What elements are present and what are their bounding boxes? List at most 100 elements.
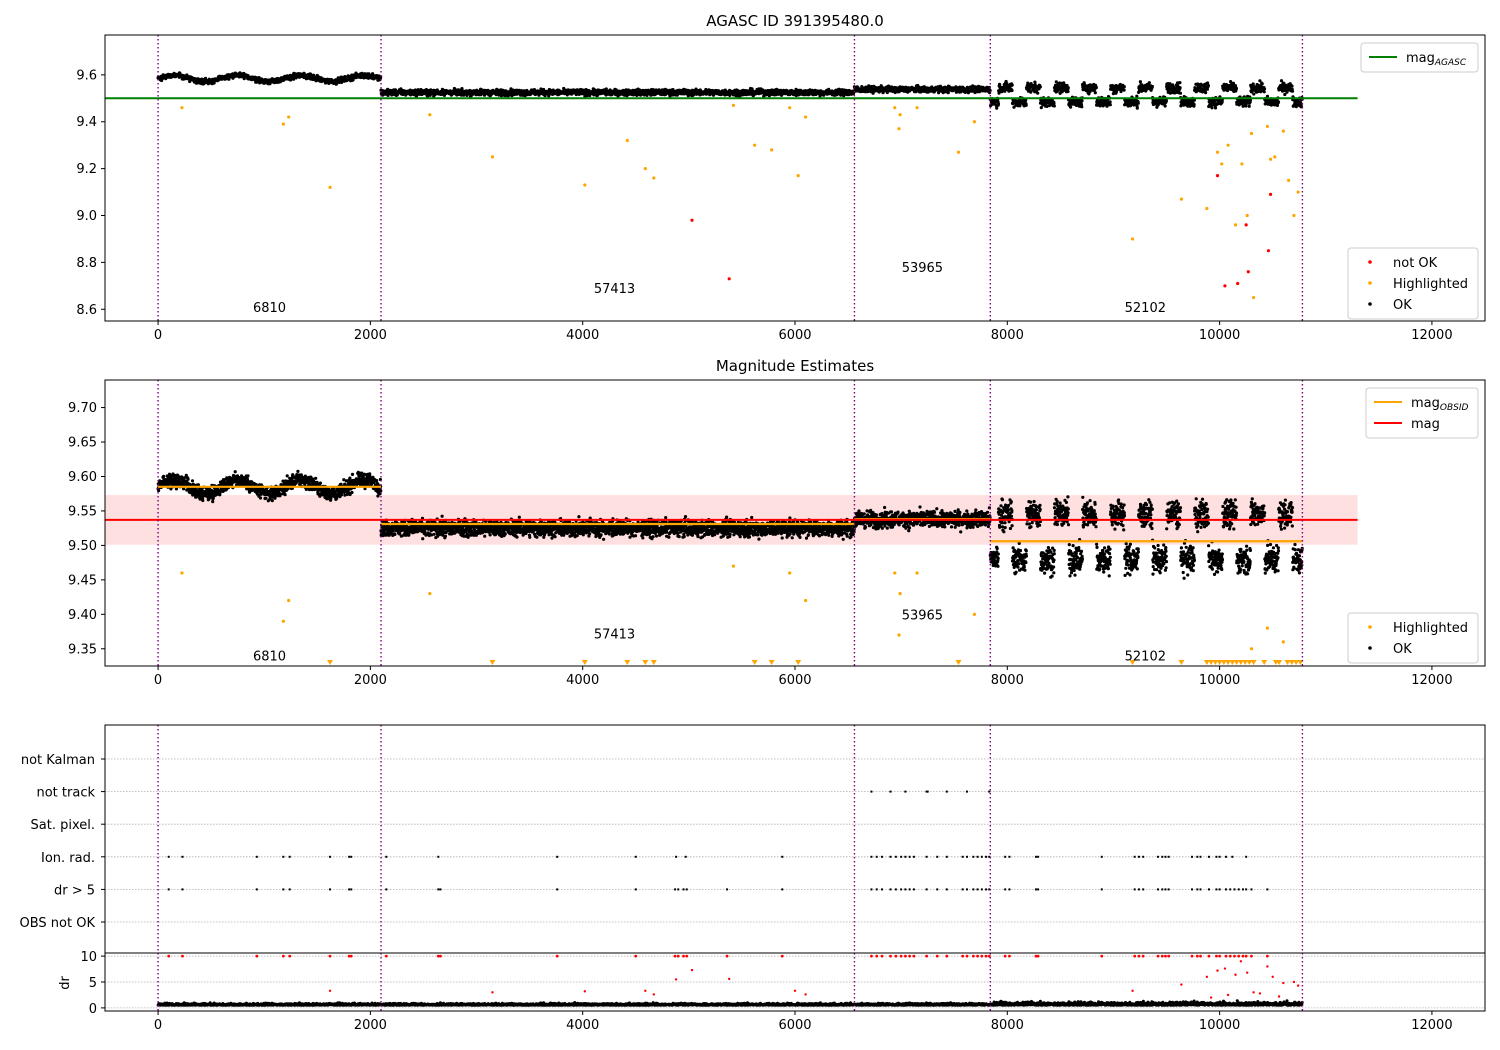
flag-event-marker [675, 855, 678, 858]
flag-event-marker [1034, 888, 1037, 891]
flag-event-marker [976, 888, 979, 891]
flag-label: Ion. rad. [41, 851, 95, 866]
dr-tick-label: 0 [89, 1002, 97, 1017]
flag-event-marker [988, 888, 991, 891]
highlighted-point [770, 148, 774, 152]
flag-event-marker [1233, 888, 1236, 891]
dr-outlier-point [1205, 975, 1209, 979]
lower-limit-marker [327, 660, 334, 665]
legend-top [1360, 42, 1479, 73]
flag-event-marker [900, 888, 903, 891]
legends: magAGASC not OK Highlighted OK [1347, 42, 1479, 320]
not-ok-point [1236, 281, 1240, 286]
flag-event-marker [726, 888, 729, 891]
flag-gridlines [105, 758, 1485, 1009]
dr-capped-point [436, 954, 440, 958]
legend-label: mag [1411, 417, 1440, 432]
dr-capped-point [1241, 954, 1245, 958]
flag-event-marker [945, 790, 948, 793]
lower-limit-marker [1261, 660, 1268, 665]
flag-event-marker [1215, 855, 1218, 858]
obsid-label: 57413 [594, 628, 635, 643]
not-ok-point [1268, 192, 1273, 197]
flag-event-marker [904, 855, 907, 858]
flag-label: Sat. pixel. [31, 818, 95, 833]
flag-event-marker [976, 855, 979, 858]
flag-event-marker [1157, 855, 1160, 858]
highlighted-point [281, 619, 285, 623]
flag-event-marker [936, 888, 939, 891]
y-tick-label: 8.6 [76, 303, 97, 318]
dr-capped-point [1207, 954, 1211, 958]
dr-capped-point [676, 954, 680, 958]
dr-capped-point [1195, 954, 1199, 958]
y-tick-label: 9.0 [76, 209, 97, 224]
flag-event-marker [972, 888, 975, 891]
dr-capped-point [1160, 954, 1164, 958]
flag-label: OBS not OK [20, 916, 96, 931]
highlighted-point [956, 150, 961, 154]
agasc-panel-title: AGASC ID 391395480.0 [706, 12, 884, 30]
flag-event-marker [329, 888, 332, 891]
highlighted-point [583, 183, 587, 187]
dr-outlier-point [1282, 981, 1285, 985]
highlighted-point [1249, 131, 1254, 136]
lower-limit-marker [1225, 660, 1232, 665]
flag-event-marker [965, 855, 968, 858]
x-tick-label: 10000 [1199, 328, 1240, 343]
x-tick-label: 10000 [1199, 1018, 1240, 1033]
dr-capped-point [880, 954, 884, 958]
legend-label: Highlighted [1393, 621, 1468, 636]
dr-capped-point [899, 954, 903, 958]
lower-limit-marker [650, 660, 657, 665]
dr-capped-point [255, 954, 259, 958]
highlighted-point [788, 571, 792, 575]
not-ok-point [1244, 223, 1248, 227]
dr-capped-point [912, 954, 916, 958]
highlighted-point [897, 127, 901, 131]
flag-event-marker [1137, 855, 1140, 858]
x-tick-label: 8000 [991, 1018, 1024, 1033]
flag-event-marker [437, 888, 440, 891]
x-axis-ticks: 0 2000 4000 6000 8000 10000 12000 [154, 1011, 1453, 1033]
dr-capped-point [1199, 954, 1202, 958]
agasc-panel: AGASC ID 391395480.0 6810 57413 53965 52102… [76, 12, 1486, 343]
flag-event-marker [1008, 855, 1011, 858]
dr-capped-point [894, 954, 898, 958]
x-tick-label: 4000 [566, 673, 599, 688]
dr-outlier-point [328, 989, 332, 993]
highlighted-point [1281, 129, 1285, 133]
flag-event-marker [674, 888, 677, 891]
x-tick-label: 2000 [354, 673, 387, 688]
highlighted-point [796, 174, 800, 178]
flag-event-marker [980, 888, 983, 891]
highlighted-point [1281, 640, 1285, 644]
obsid-label: 52102 [1125, 301, 1166, 316]
obsid-label: 57413 [594, 282, 635, 297]
highlighted-point [804, 598, 808, 603]
dr-capped-point [347, 954, 351, 958]
dr-capped-point [1265, 954, 1269, 958]
highlighted-point [1245, 213, 1249, 218]
dr-capped-point [1218, 954, 1222, 958]
highlighted-point [1179, 197, 1183, 201]
dr-capped-point [349, 954, 353, 958]
dr-outlier-point [491, 991, 494, 994]
flag-event-marker [900, 855, 903, 858]
flag-event-marker [870, 888, 873, 891]
flag-event-marker [1142, 888, 1145, 891]
dr-outlier-point [1277, 995, 1281, 998]
legend-point-swatch [1368, 260, 1372, 264]
flag-event-marker [1231, 855, 1234, 858]
dr-outlier-point [583, 990, 587, 993]
y-tick-label: 9.35 [68, 642, 97, 657]
flag-event-marker [167, 855, 170, 858]
flag-event-marker [904, 790, 907, 793]
lower-limit-marker [955, 660, 962, 665]
highlighted-point [915, 106, 919, 110]
flag-event-marker [965, 888, 968, 891]
flag-event-marker [329, 855, 332, 858]
flag-event-marker [1215, 888, 1218, 891]
highlighted-point [1251, 295, 1256, 300]
highlighted-point [1220, 162, 1224, 166]
